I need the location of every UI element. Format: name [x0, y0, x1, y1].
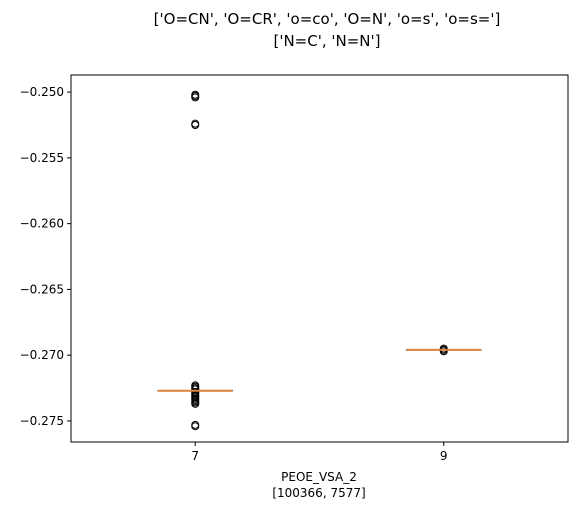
chart-title-line-2: ['N=C', 'N=N'] [273, 32, 380, 50]
chart-title-line-1: ['O=CN', 'O=CR', 'o=co', 'O=N', 'o=s', '… [154, 10, 501, 28]
y-tick-label: −0.250 [20, 85, 64, 99]
x-tick-label: 7 [191, 449, 199, 463]
x-tick-label: 9 [440, 449, 448, 463]
y-tick-label: −0.275 [20, 414, 64, 428]
axes-frame [71, 75, 568, 442]
x-axis-label-line-1: PEOE_VSA_2 [281, 470, 357, 484]
y-tick-label: −0.260 [20, 217, 64, 231]
y-tick-label: −0.255 [20, 151, 64, 165]
plot-area [158, 91, 481, 429]
y-tick-label: −0.270 [20, 348, 64, 362]
x-axis-label-line-2: [100366, 7577] [272, 486, 365, 500]
y-tick-label: −0.265 [20, 282, 64, 296]
